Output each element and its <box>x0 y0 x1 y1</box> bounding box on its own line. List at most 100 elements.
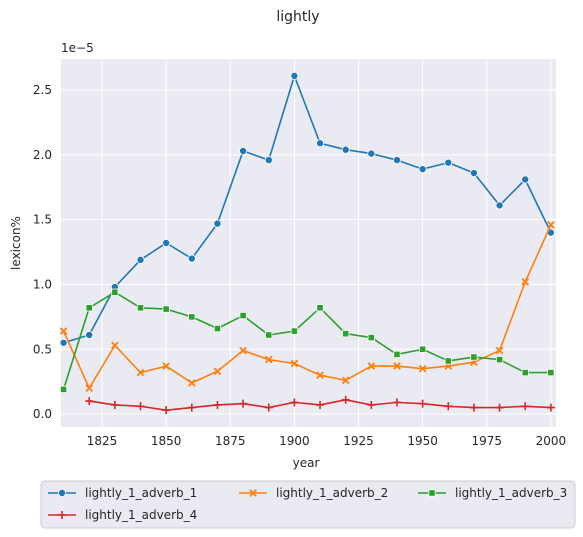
data-point <box>341 376 350 385</box>
data-point <box>419 345 427 353</box>
y-axis-label: lexicon% <box>9 216 23 270</box>
data-point <box>162 238 171 247</box>
x-axis-label: year <box>293 456 320 470</box>
data-point <box>213 367 222 376</box>
data-point <box>59 338 68 347</box>
legend-label: lightly_1_adverb_4 <box>85 508 197 522</box>
y-tick-label: 2.0 <box>33 148 52 162</box>
data-point <box>85 397 94 406</box>
series-layer <box>59 71 555 415</box>
data-point <box>392 398 401 407</box>
data-point <box>547 221 555 229</box>
legend: lightly_1_adverb_1 lightly_1_adverb_2 ligh… <box>40 480 576 529</box>
x-tick-label: 1850 <box>151 434 182 448</box>
data-point <box>290 327 298 335</box>
data-point <box>546 403 555 412</box>
y-tick-label: 1.5 <box>33 213 52 227</box>
data-point <box>85 304 93 312</box>
data-point <box>136 304 145 312</box>
series-line <box>62 224 552 389</box>
data-point <box>469 169 478 178</box>
data-point <box>265 331 273 339</box>
data-point <box>367 333 375 342</box>
data-point <box>187 254 196 263</box>
data-point <box>521 368 529 377</box>
data-point <box>136 402 145 411</box>
data-point <box>264 403 273 412</box>
legend-marker <box>58 511 66 519</box>
legend-label: lightly_1_adverb_1 <box>85 486 197 500</box>
data-point <box>162 406 171 415</box>
data-point <box>418 165 427 174</box>
x-tick-label: 1825 <box>87 434 118 448</box>
y-tick-label: 0.0 <box>33 407 52 421</box>
legend-marker <box>428 489 436 497</box>
data-point <box>393 350 401 359</box>
data-point <box>367 149 376 158</box>
legend-marker <box>249 489 257 497</box>
x-tick-label: 1975 <box>471 434 502 448</box>
data-point <box>290 359 299 368</box>
data-point <box>367 362 376 370</box>
legend-marker <box>58 488 67 497</box>
data-point <box>316 400 325 409</box>
y-tick-label: 2.5 <box>33 83 52 97</box>
data-point <box>444 158 453 167</box>
data-point <box>162 305 170 313</box>
data-point <box>418 399 427 408</box>
data-point <box>59 385 68 394</box>
data-point <box>239 146 248 155</box>
data-point <box>264 355 273 364</box>
data-point <box>495 356 504 364</box>
plot-area <box>61 59 556 427</box>
x-tick-label: 1900 <box>279 434 310 448</box>
data-point <box>290 398 299 407</box>
data-point <box>111 341 119 350</box>
data-point <box>495 201 504 210</box>
data-point <box>470 353 478 361</box>
data-point <box>367 400 376 409</box>
legend-entry: lightly_1_adverb_2 <box>239 486 388 500</box>
data-point <box>213 324 222 333</box>
data-point <box>110 400 119 409</box>
data-point <box>239 346 247 355</box>
data-point <box>136 368 145 377</box>
data-point <box>547 368 555 377</box>
data-point <box>444 357 452 365</box>
data-point <box>85 330 94 339</box>
legend-entry: lightly_1_adverb_3 <box>418 486 567 500</box>
data-point <box>239 399 248 408</box>
data-point <box>239 311 247 320</box>
data-point <box>521 402 530 411</box>
data-point <box>316 139 325 148</box>
data-point <box>316 371 324 380</box>
x-tick-label: 2000 <box>536 434 567 448</box>
y-tick-label: 0.5 <box>33 342 52 356</box>
data-point <box>495 403 504 412</box>
series-lightly_1_adverb_3 <box>59 288 555 394</box>
data-point <box>213 219 222 228</box>
data-point <box>393 362 401 370</box>
data-point <box>213 400 222 409</box>
data-point <box>111 288 119 296</box>
data-point <box>136 255 145 264</box>
data-point <box>418 364 427 373</box>
data-point <box>85 384 94 392</box>
data-point <box>521 175 530 184</box>
data-point <box>495 346 504 355</box>
data-point <box>342 330 350 338</box>
x-tick-label: 1950 <box>407 434 438 448</box>
data-point <box>521 278 530 286</box>
data-point <box>341 145 350 154</box>
x-tick-label: 1925 <box>343 434 374 448</box>
data-point <box>392 156 401 165</box>
y-tick-label: 1.0 <box>33 277 52 291</box>
grid <box>61 59 556 427</box>
legend-label: lightly_1_adverb_2 <box>276 486 388 500</box>
series-lightly_1_adverb_2 <box>59 221 555 392</box>
data-point <box>444 402 453 411</box>
x-tick-label: 1875 <box>215 434 246 448</box>
legend-label: lightly_1_adverb_3 <box>455 486 567 500</box>
data-point <box>469 403 478 412</box>
